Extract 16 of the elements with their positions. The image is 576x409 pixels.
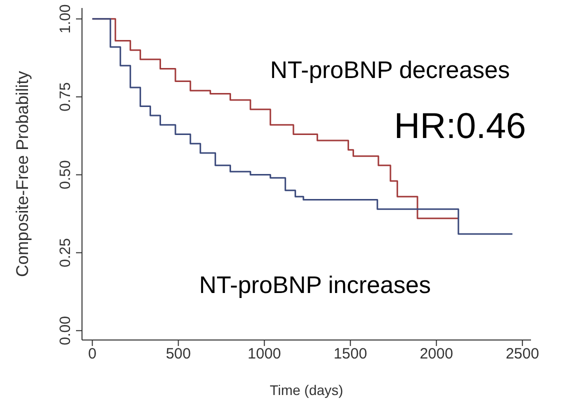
y-tick-label: 0.25 <box>57 238 74 268</box>
x-tick-label: 2000 <box>420 346 454 363</box>
series-label: NT-proBNP increases <box>199 272 431 299</box>
y-axis-title: Composite-Free Probability <box>13 70 32 277</box>
y-tick-label: 0.75 <box>57 82 74 112</box>
x-tick-label: 500 <box>166 346 191 363</box>
y-tick-label: 0.00 <box>57 316 74 346</box>
x-tick-label: 2500 <box>506 346 540 363</box>
x-tick-label: 1000 <box>248 346 282 363</box>
y-tick-label: 1.00 <box>57 4 74 34</box>
y-tick-label: 0.50 <box>57 160 74 190</box>
series-label: NT-proBNP decreases <box>270 57 510 84</box>
annotation: HR:0.46 <box>394 105 526 146</box>
x-axis-title: Time (days) <box>270 382 344 398</box>
x-tick-label: 0 <box>88 346 96 363</box>
x-tick-label: 1500 <box>334 346 368 363</box>
